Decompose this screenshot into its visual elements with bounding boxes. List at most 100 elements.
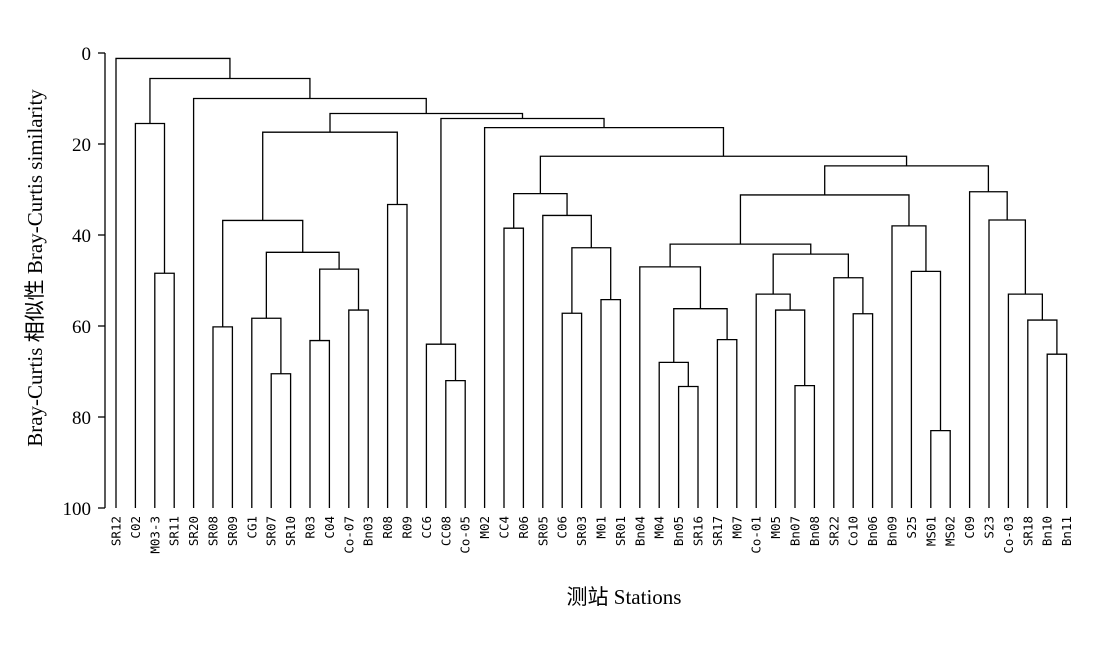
dendrogram-link (348, 309, 369, 508)
leaf-label: SR17 (710, 516, 725, 546)
leaf-label: SR10 (283, 516, 298, 546)
leaf-label: CG1 (244, 516, 259, 539)
dendrogram-link (673, 308, 728, 363)
dendrogram-link (1046, 353, 1068, 508)
dendrogram-link (513, 192, 568, 229)
dendrogram-link (134, 122, 166, 508)
dendrogram-link (910, 270, 942, 508)
dendrogram-link (270, 373, 292, 508)
leaf-label: R03 (303, 516, 318, 539)
leaf-label: SR18 (1020, 516, 1035, 546)
y-tick-label: 20 (72, 135, 91, 156)
leaf-label: M02 (477, 516, 492, 539)
leaf-label: Co-01 (749, 516, 764, 554)
dendrogram-link (542, 214, 592, 508)
leaf-label: Co10 (846, 516, 861, 546)
leaf-label: C04 (322, 516, 337, 539)
dendrogram-link (503, 227, 525, 508)
leaf-label: MS01 (923, 516, 938, 546)
leaf-label: SR12 (109, 516, 124, 546)
dendrogram-link (677, 385, 699, 508)
leaf-label: SR07 (264, 516, 279, 546)
leaf-label: R08 (380, 516, 395, 539)
dendrogram-link (251, 317, 282, 508)
dendrogram-link (262, 131, 398, 221)
x-axis-title: 测站 Stations (567, 585, 682, 609)
leaf-label: Bn09 (885, 516, 900, 546)
leaf-label: Co-03 (1001, 516, 1016, 554)
dendrogram-link (639, 266, 702, 508)
leaf-label: R09 (400, 516, 415, 539)
leaf-label: Co-05 (458, 516, 473, 554)
leaf-label: M01 (594, 516, 609, 539)
dendrogram-link (739, 194, 910, 245)
leaf-label: SR03 (574, 516, 589, 546)
leaf-label: SR08 (206, 516, 221, 546)
dendrogram-link (386, 203, 408, 508)
dendrogram-link (824, 165, 990, 195)
dendrogram-link (265, 251, 340, 319)
leaf-label: SR20 (186, 516, 201, 546)
dendrogram-link (212, 326, 234, 508)
leaf-label: Bn05 (671, 516, 686, 546)
leaf-label: M04 (652, 516, 667, 539)
dendrogram-link (1007, 293, 1043, 508)
leaf-label: Bn04 (632, 516, 647, 546)
leaf-label: Co-07 (341, 516, 356, 554)
leaf-label: Bn10 (1040, 516, 1055, 546)
dendrogram-link (149, 77, 311, 124)
dendrogram-link (833, 277, 864, 508)
dendrogram-link (772, 253, 849, 295)
leaf-label: Bn03 (361, 516, 376, 546)
leaf-label: SR16 (691, 516, 706, 546)
leaf-label: MS02 (943, 516, 958, 546)
leaf-label: M03-3 (147, 516, 162, 554)
dendrogram-link (1027, 319, 1058, 508)
dendrogram-link (539, 155, 908, 194)
dendrogram-link (222, 219, 304, 327)
y-axis: 0 20 40 60 80 100 (63, 44, 105, 520)
leaf-label: SR09 (225, 516, 240, 546)
dendrogram-link (930, 430, 951, 508)
dendrogram-link (115, 57, 231, 508)
dendrogram-link (891, 225, 927, 508)
dendrogram-link (774, 309, 806, 508)
dendrogram-link (319, 268, 360, 341)
y-tick-label: 80 (72, 408, 91, 429)
leaf-label: M07 (729, 516, 744, 539)
dendrogram-link (658, 361, 689, 508)
dendrogram-link (716, 339, 738, 508)
dendrogram-link (669, 243, 812, 267)
y-tick-label: 40 (72, 226, 91, 247)
leaf-label: SR05 (535, 516, 550, 546)
dendrogram-link (755, 293, 791, 508)
leaf-label: SR11 (167, 516, 182, 546)
dendrogram-link (852, 313, 874, 508)
leaf-label: C09 (962, 516, 977, 539)
dendrogram-links (115, 57, 1068, 508)
leaf-label: S25 (904, 516, 919, 539)
leaf-label: Bn08 (807, 516, 822, 546)
leaf-label: Bn07 (788, 516, 803, 546)
dendrogram-link (309, 339, 331, 508)
y-tick-label: 100 (63, 499, 92, 520)
dendrogram-link (483, 126, 725, 508)
leaf-label: C06 (555, 516, 570, 539)
leaf-label: CC4 (497, 516, 512, 539)
leaf-label: CC08 (438, 516, 453, 546)
leaf-label: Bn06 (865, 516, 880, 546)
leaf-label: SR01 (613, 516, 628, 546)
dendrogram-link (571, 247, 612, 314)
dendrogram-link (329, 112, 524, 133)
leaf-label: R06 (516, 516, 531, 539)
leaf-label: SR22 (826, 516, 841, 546)
leaf-label: M05 (768, 516, 783, 539)
dendrogram-link (794, 384, 816, 508)
y-axis-title: Bray-Curtis 相似性 Bray-Curtis similarity (23, 89, 47, 447)
leaf-label: C02 (128, 516, 143, 539)
leaf-label: S23 (982, 516, 997, 539)
dendrogram-link (425, 343, 457, 508)
leaf-label: CC6 (419, 516, 434, 539)
leaf-label: Bn11 (1059, 516, 1074, 546)
